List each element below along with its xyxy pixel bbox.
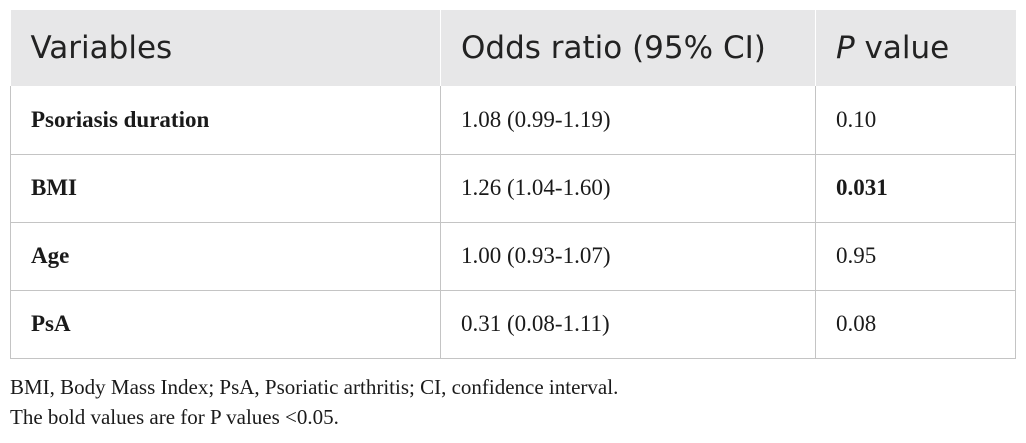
header-p-letter: P — [836, 30, 855, 66]
row-odds-ratio: 1.08 (0.99-1.19) — [440, 86, 816, 155]
table-row: Psoriasis duration 1.08 (0.99-1.19) 0.10 — [10, 86, 1016, 155]
odds-ratio-table: Variables Odds ratio (95% CI) P value Ps… — [10, 10, 1016, 359]
row-p-value-significant: 0.031 — [815, 154, 1016, 223]
row-variable: PsA — [10, 290, 441, 359]
table-footnotes: BMI, Body Mass Index; PsA, Psoriatic art… — [10, 372, 618, 432]
header-variables: Variables — [10, 10, 441, 86]
footnote-bold-note: The bold values are for P values <0.05. — [10, 405, 339, 429]
row-odds-ratio: 1.26 (1.04-1.60) — [440, 154, 816, 223]
row-p-value: 0.08 — [815, 290, 1016, 359]
row-odds-ratio: 0.31 (0.08-1.11) — [440, 290, 816, 359]
table-row: PsA 0.31 (0.08-1.11) 0.08 — [10, 290, 1016, 359]
row-p-value: 0.10 — [815, 86, 1016, 155]
header-odds-ratio: Odds ratio (95% CI) — [440, 10, 816, 86]
row-variable: Psoriasis duration — [10, 86, 441, 155]
footnote-abbreviations: BMI, Body Mass Index; PsA, Psoriatic art… — [10, 375, 619, 399]
row-p-value: 0.95 — [815, 222, 1016, 291]
header-p-suffix: value — [854, 30, 950, 66]
table-header: Variables Odds ratio (95% CI) P value — [10, 10, 1016, 86]
row-variable: Age — [10, 222, 441, 291]
results-table-container: Variables Odds ratio (95% CI) P value Ps… — [10, 10, 1016, 359]
table-row: BMI 1.26 (1.04-1.60) 0.031 — [10, 154, 1016, 223]
header-p-value: P value — [816, 10, 1016, 86]
row-odds-ratio: 1.00 (0.93-1.07) — [440, 222, 816, 291]
table-row: Age 1.00 (0.93-1.07) 0.95 — [10, 222, 1016, 291]
header-row: Variables Odds ratio (95% CI) P value — [10, 10, 1016, 86]
table-body: Psoriasis duration 1.08 (0.99-1.19) 0.10… — [10, 86, 1016, 359]
row-variable: BMI — [10, 154, 441, 223]
